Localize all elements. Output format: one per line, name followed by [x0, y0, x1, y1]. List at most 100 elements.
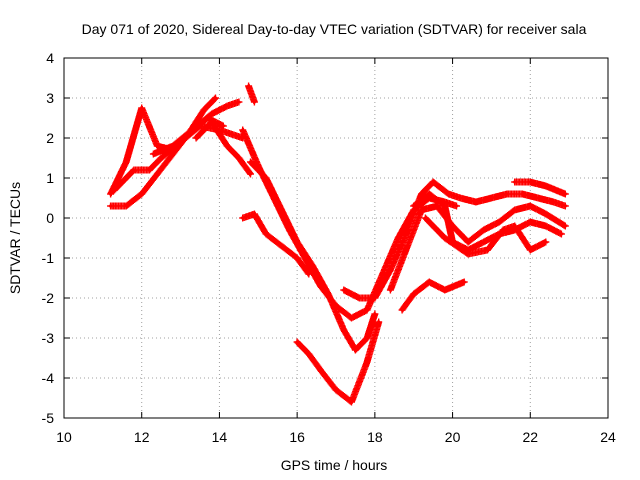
data-point [256, 164, 260, 168]
data-point [334, 304, 338, 308]
data-point [318, 284, 323, 288]
data-point [544, 224, 548, 228]
data-point [381, 272, 385, 276]
data-point [213, 96, 218, 100]
x-axis-label: GPS time / hours [281, 457, 388, 473]
data-point [237, 156, 241, 160]
data-point [151, 152, 155, 156]
data-point [140, 106, 144, 110]
data-point [462, 280, 466, 284]
data-point [159, 156, 163, 160]
data-point [431, 180, 435, 184]
y-tick-label: -2 [42, 290, 55, 306]
data-point [241, 216, 245, 220]
data-point [272, 196, 276, 200]
data-point [247, 84, 251, 88]
data-point [295, 340, 299, 344]
series-track-12 [386, 202, 569, 294]
data-point [202, 108, 206, 112]
data-point [373, 312, 377, 316]
data-point [318, 368, 323, 372]
data-point [419, 208, 424, 212]
series-track-8 [239, 126, 460, 322]
data-point [124, 204, 128, 208]
y-tick-label: 4 [46, 50, 54, 66]
x-tick-label: 22 [522, 429, 538, 445]
data-point [528, 204, 532, 208]
y-tick-label: -4 [42, 370, 55, 386]
data-point [435, 204, 439, 208]
data-point [466, 252, 470, 256]
series-track-16 [511, 178, 569, 198]
x-tick-label: 12 [134, 429, 150, 445]
data-point [124, 160, 128, 164]
data-point [295, 256, 299, 260]
data-point [552, 200, 556, 204]
data-point [132, 168, 136, 172]
data-point [536, 196, 540, 200]
y-tick-label: 1 [46, 170, 54, 186]
data-point [443, 204, 447, 208]
data-point [544, 240, 548, 244]
data-point [443, 236, 447, 240]
chart-title: Day 071 of 2020, Sidereal Day-to-day VTE… [82, 21, 587, 37]
data-point [349, 400, 354, 404]
data-point [427, 280, 431, 284]
data-point [109, 192, 113, 196]
data-point [466, 240, 470, 244]
data-point [171, 144, 175, 148]
data-point [353, 348, 357, 352]
y-tick-label: 0 [46, 210, 54, 226]
data-point [544, 184, 548, 188]
data-point [155, 144, 159, 148]
data-point [248, 160, 253, 164]
data-point [365, 336, 369, 340]
data-point [482, 228, 486, 232]
x-tick-label: 14 [212, 429, 228, 445]
data-point [342, 288, 346, 292]
data-point [388, 288, 392, 292]
data-point [210, 120, 214, 124]
data-point [454, 204, 459, 208]
plot-frame [63, 57, 609, 419]
x-tick-label: 10 [56, 429, 72, 445]
data-point [528, 180, 532, 184]
data-point [388, 268, 392, 272]
data-point [427, 192, 431, 196]
data-point [489, 196, 493, 200]
data-point [112, 188, 117, 192]
data-point [365, 360, 369, 364]
data-point [248, 172, 253, 176]
data-point [210, 112, 214, 116]
y-axis-label: SDTVAR / TECUs [7, 182, 23, 294]
series-track-6 [245, 82, 258, 106]
data-point [563, 224, 567, 228]
data-point [501, 228, 505, 232]
data-point [513, 208, 517, 212]
data-point [287, 228, 291, 232]
data-point [190, 128, 194, 132]
data-point [559, 232, 564, 236]
data-point [109, 204, 113, 208]
data-point [419, 192, 424, 196]
data-point [264, 232, 268, 236]
data-point [307, 272, 311, 276]
x-tick-label: 20 [445, 429, 461, 445]
data-point [396, 236, 400, 240]
data-point [377, 320, 381, 324]
data-point [544, 212, 548, 216]
data-point [563, 192, 567, 196]
data-point [147, 168, 152, 172]
data-point [155, 172, 159, 176]
series-track-9 [239, 210, 313, 278]
data-point [482, 240, 486, 244]
data-point [404, 248, 408, 252]
data-point [563, 204, 567, 208]
data-point [280, 244, 284, 248]
data-point [373, 296, 377, 300]
data-point [334, 388, 338, 392]
data-point [412, 292, 416, 296]
data-point [505, 192, 509, 196]
series-track-15 [421, 214, 550, 258]
